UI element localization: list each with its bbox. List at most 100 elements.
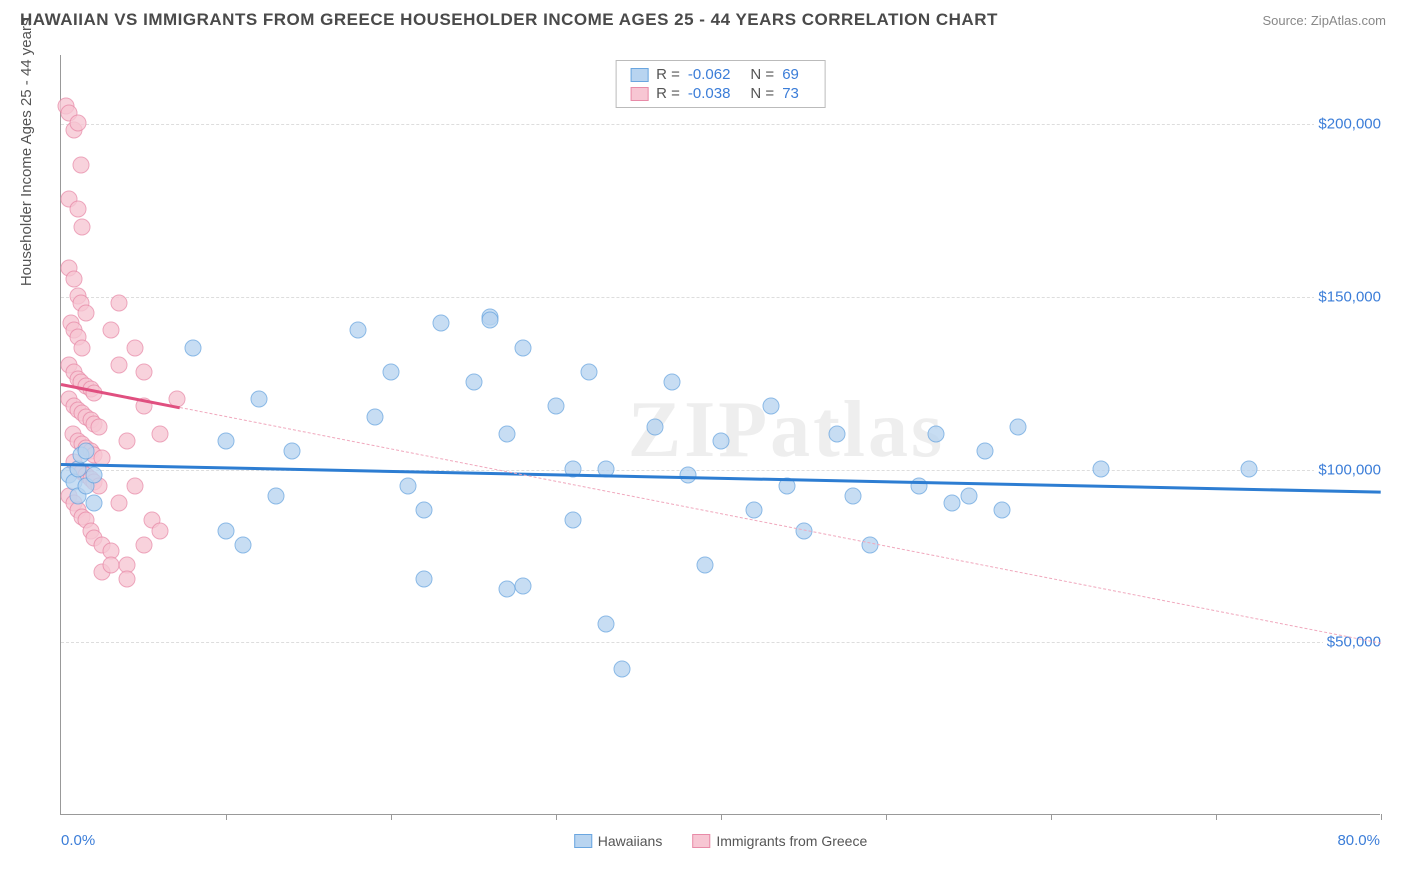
data-point [713,432,730,449]
stat-n-label: N = [750,66,774,83]
y-tick-label: $200,000 [1314,116,1385,133]
data-point [251,391,268,408]
data-point [119,432,136,449]
x-tick [226,814,227,820]
data-point [74,218,91,235]
stat-r-value: -0.062 [688,66,731,83]
data-point [127,477,144,494]
legend-label: Hawaiians [598,833,663,849]
x-tick [391,814,392,820]
stat-r-label: R = [656,85,680,102]
data-point [152,426,169,443]
data-point [564,512,581,529]
data-point [944,495,961,512]
data-point [185,339,202,356]
data-point [993,502,1010,519]
data-point [482,312,499,329]
x-tick [886,814,887,820]
data-point [828,426,845,443]
data-point [110,495,127,512]
chart-title: HAWAIIAN VS IMMIGRANTS FROM GREECE HOUSE… [20,10,998,30]
data-point [399,477,416,494]
data-point [74,339,91,356]
x-tick [1381,814,1382,820]
data-point [647,419,664,436]
data-point [267,488,284,505]
data-point [218,432,235,449]
data-point [69,115,86,132]
legend-swatch [692,834,710,848]
stats-legend-box: R = -0.062 N = 69R = -0.038 N = 73 [615,60,826,108]
data-point [102,557,119,574]
x-tick [721,814,722,820]
data-point [977,443,994,460]
data-point [465,374,482,391]
data-point [548,398,565,415]
data-point [102,322,119,339]
legend-swatch [574,834,592,848]
x-tick [1216,814,1217,820]
data-point [845,488,862,505]
data-point [581,363,598,380]
data-point [86,467,103,484]
data-point [597,616,614,633]
y-axis-label: Householder Income Ages 25 - 44 years [18,19,35,287]
source-label: Source: ZipAtlas.com [1262,13,1386,28]
legend-label: Immigrants from Greece [716,833,867,849]
data-point [77,443,94,460]
data-point [746,502,763,519]
data-point [515,339,532,356]
data-point [515,578,532,595]
data-point [110,294,127,311]
data-point [927,426,944,443]
stat-n-label: N = [750,85,774,102]
data-point [110,356,127,373]
data-point [960,488,977,505]
data-point [66,270,83,287]
data-point [77,305,94,322]
stat-n-value: 73 [782,85,799,102]
x-axis-min-label: 0.0% [61,832,95,849]
y-tick-label: $100,000 [1314,461,1385,478]
chart-plot-area: ZIPatlas R = -0.062 N = 69R = -0.038 N = 7… [60,55,1380,815]
x-tick [1051,814,1052,820]
watermark: ZIPatlas [628,384,945,475]
data-point [383,363,400,380]
y-tick-label: $150,000 [1314,288,1385,305]
gridline [61,124,1380,125]
trend-line-solid [61,463,1381,494]
x-tick [556,814,557,820]
stats-row: R = -0.062N = 69 [630,65,811,84]
stat-n-value: 69 [782,66,799,83]
data-point [135,536,152,553]
data-point [432,315,449,332]
legend-item: Immigrants from Greece [692,833,867,849]
data-point [234,536,251,553]
data-point [127,339,144,356]
data-point [498,581,515,598]
legend-swatch [630,87,648,101]
gridline [61,642,1380,643]
data-point [69,201,86,218]
data-point [1010,419,1027,436]
data-point [119,571,136,588]
data-point [72,156,89,173]
data-point [218,522,235,539]
data-point [366,408,383,425]
data-point [86,495,103,512]
data-point [614,660,631,677]
data-point [1092,460,1109,477]
data-point [498,426,515,443]
data-point [284,443,301,460]
data-point [350,322,367,339]
data-point [416,502,433,519]
stat-r-value: -0.038 [688,85,731,102]
legend-swatch [630,68,648,82]
data-point [663,374,680,391]
data-point [90,419,107,436]
data-point [416,571,433,588]
trend-line-dashed [180,407,1381,644]
stats-row: R = -0.038 N = 73 [630,84,811,103]
gridline [61,297,1380,298]
data-point [152,522,169,539]
